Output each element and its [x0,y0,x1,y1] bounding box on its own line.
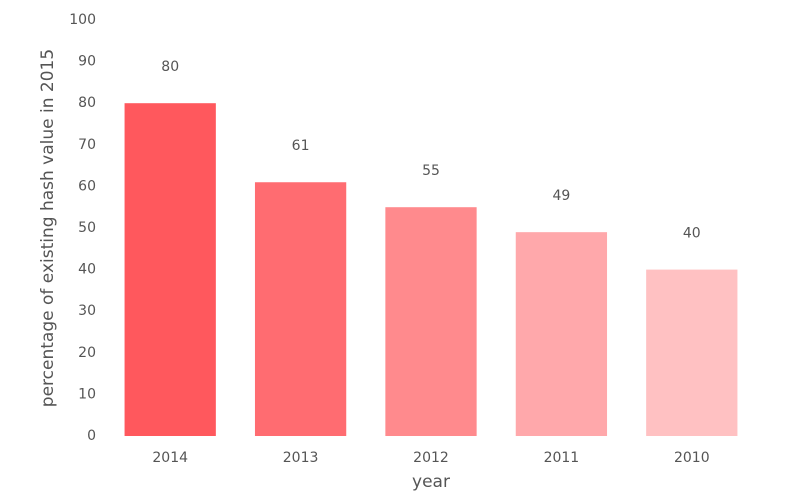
x-axis-title: year [412,472,450,492]
x-tick-label: 2013 [283,450,319,466]
bar [254,182,347,436]
y-tick-label: 50 [78,220,96,236]
data-label: 40 [683,226,701,242]
y-tick-label: 20 [78,345,96,361]
y-tick-label: 10 [78,386,96,402]
data-label: 80 [161,59,179,75]
y-axis-title: percentage of existing hash value in 201… [38,49,58,407]
y-tick-label: 40 [78,262,96,278]
y-tick-label: 80 [78,95,96,111]
y-tick-label: 0 [87,428,96,444]
x-tick-label: 2010 [674,450,710,466]
bar [124,103,216,436]
data-label: 49 [552,188,570,204]
y-tick-label: 100 [69,12,96,28]
y-tick-label: 90 [78,54,96,70]
data-label: 61 [292,138,310,154]
x-tick-label: 2011 [544,450,580,466]
x-tick-label: 2014 [152,450,188,466]
x-tick-label: 2012 [413,450,449,466]
bar [515,232,608,436]
bar [385,207,477,436]
y-tick-label: 60 [78,178,96,194]
y-tick-label: 30 [78,303,96,319]
bar [646,269,738,436]
y-tick-label: 70 [78,137,96,153]
data-label: 55 [422,163,440,179]
